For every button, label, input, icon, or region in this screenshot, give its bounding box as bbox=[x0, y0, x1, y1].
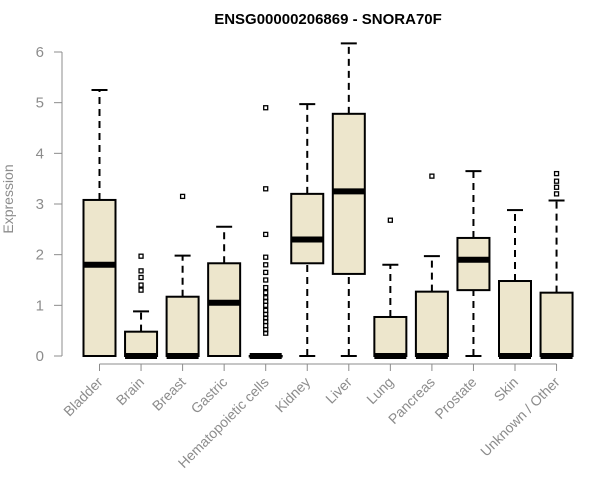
outlier-point bbox=[138, 253, 144, 259]
y-tick-label: 4 bbox=[36, 145, 44, 162]
y-tick-label: 0 bbox=[36, 348, 44, 365]
outlier-point bbox=[263, 269, 269, 276]
box-body bbox=[414, 290, 449, 357]
box-body bbox=[124, 330, 159, 357]
y-tick-label: 1 bbox=[36, 297, 44, 314]
y-axis-label: Expression bbox=[0, 164, 16, 233]
box-body bbox=[82, 198, 117, 357]
box-body bbox=[539, 291, 574, 357]
x-tick-label: Liver bbox=[322, 374, 355, 407]
outlier-point bbox=[553, 184, 560, 190]
box-body bbox=[373, 315, 408, 357]
box-lung bbox=[373, 217, 408, 359]
outlier-point bbox=[263, 262, 269, 268]
outlier-point bbox=[138, 282, 144, 288]
x-tick-label: Lung bbox=[363, 374, 396, 407]
y-tick-label: 5 bbox=[36, 95, 44, 112]
box-breast bbox=[165, 193, 200, 359]
y-axis: 0 1 2 3 4 5 6 bbox=[36, 44, 63, 365]
outlier-point bbox=[263, 231, 269, 238]
outlier-point bbox=[263, 254, 269, 260]
box-liver bbox=[331, 42, 366, 357]
outlier-point bbox=[263, 105, 269, 111]
outlier-point bbox=[553, 178, 560, 184]
box-body bbox=[498, 280, 532, 357]
outlier-point bbox=[263, 295, 269, 301]
outlier-point bbox=[263, 302, 269, 308]
outlier-point bbox=[429, 173, 435, 179]
box-unknown-other bbox=[539, 170, 574, 359]
outlier-point bbox=[138, 268, 144, 274]
outlier-point bbox=[263, 186, 269, 192]
box-gastric bbox=[207, 225, 242, 357]
boxes-group bbox=[82, 42, 574, 359]
outlier-point bbox=[179, 193, 186, 200]
outlier-point bbox=[387, 217, 394, 223]
outlier-point bbox=[263, 322, 269, 329]
x-tick-label: Prostate bbox=[431, 374, 479, 422]
box-pancreas bbox=[414, 173, 449, 359]
outlier-point bbox=[263, 311, 269, 318]
box-body bbox=[165, 295, 200, 357]
outlier-point bbox=[263, 277, 269, 283]
outlier-point bbox=[263, 327, 269, 333]
y-tick-label: 3 bbox=[36, 196, 44, 213]
outlier-point bbox=[553, 170, 560, 177]
x-tick-label: Bladder bbox=[60, 374, 106, 420]
box-body bbox=[456, 236, 491, 292]
box-bladder bbox=[82, 89, 117, 357]
x-tick-label: Kidney bbox=[272, 374, 314, 416]
box-body bbox=[290, 192, 325, 265]
outlier-point bbox=[263, 284, 269, 291]
x-tick-label: Unknown / Other bbox=[477, 374, 563, 460]
x-tick-label: Breast bbox=[149, 374, 189, 414]
outlier-point bbox=[263, 307, 269, 314]
y-tick-label: 2 bbox=[36, 247, 44, 264]
x-tick-label: Skin bbox=[491, 374, 522, 405]
box-hematopoietic-cells bbox=[248, 105, 283, 359]
outlier-point bbox=[553, 191, 560, 197]
chart-title: ENSG00000206869 - SNORA70F bbox=[214, 11, 442, 28]
box-prostate bbox=[456, 170, 491, 357]
outlier-point bbox=[138, 274, 144, 281]
box-body bbox=[207, 262, 242, 357]
y-tick-label: 6 bbox=[36, 44, 44, 61]
x-tick-label: Brain bbox=[113, 374, 147, 408]
box-brain bbox=[124, 253, 159, 359]
outlier-point bbox=[138, 287, 144, 293]
outlier-point bbox=[263, 290, 269, 296]
box-kidney bbox=[290, 103, 325, 357]
box-skin bbox=[498, 209, 532, 359]
